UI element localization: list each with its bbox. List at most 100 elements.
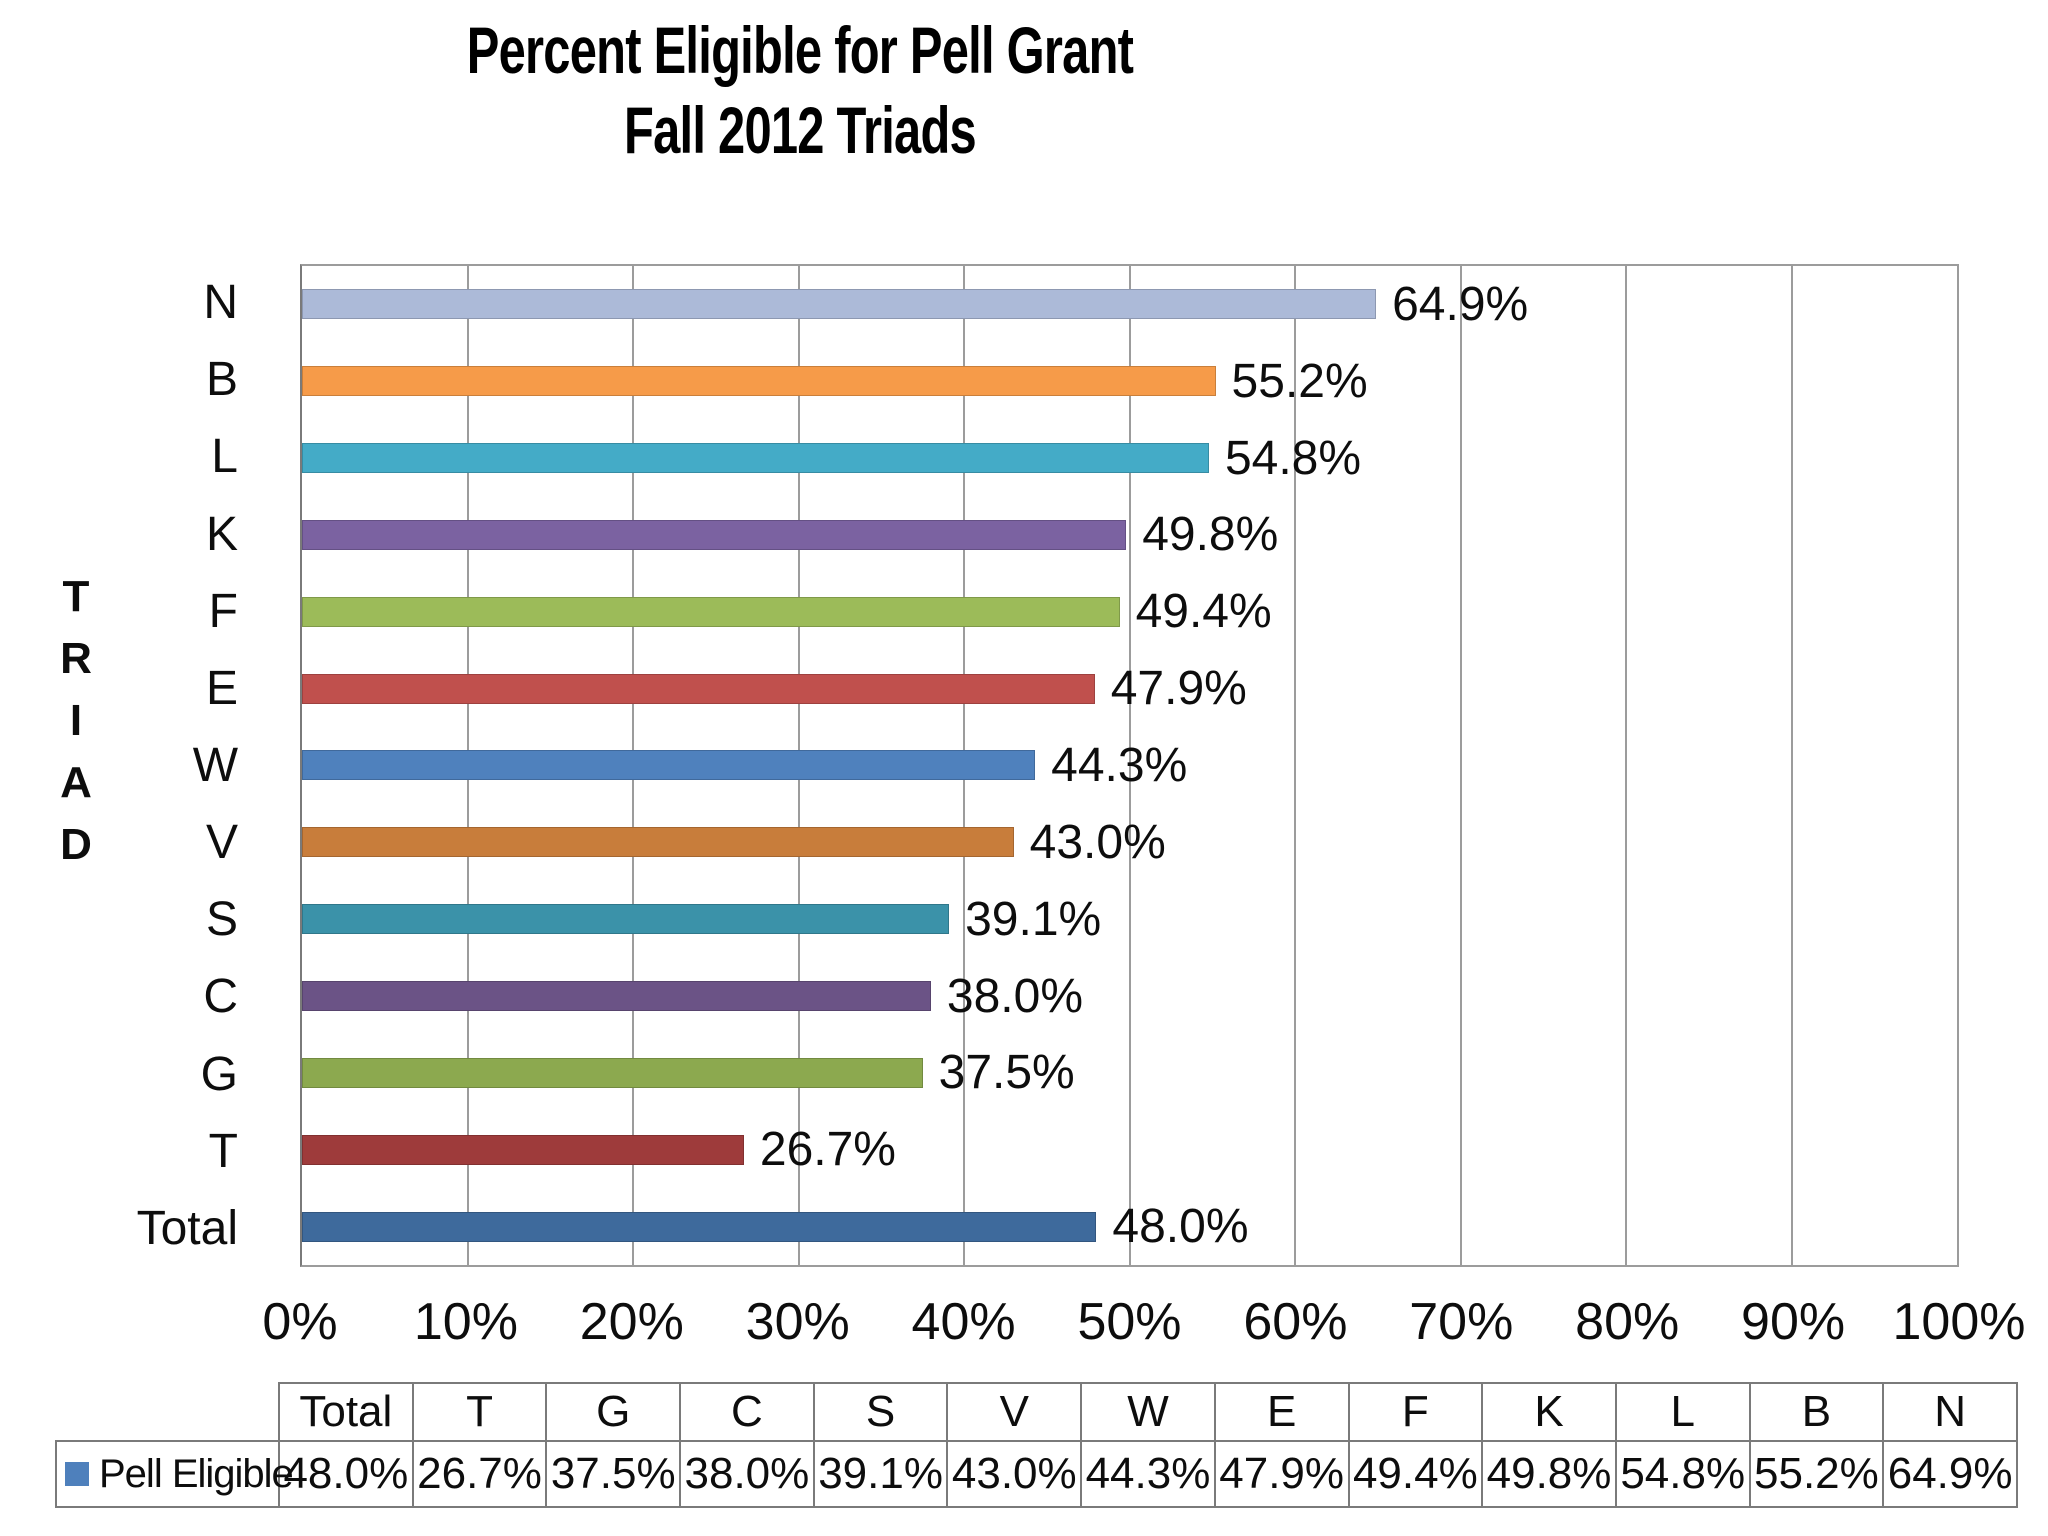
table-value-k: 49.8%	[1481, 1440, 1617, 1508]
category-label-l: L	[211, 430, 238, 484]
bar-t	[302, 1134, 744, 1165]
bar-value-label: 48.0%	[1112, 1200, 1249, 1254]
category-axis-labels: N B L K F E W V S C G T Total	[0, 264, 272, 1267]
legend-series-label: Pell Eligible	[99, 1451, 294, 1496]
bar-n	[302, 289, 1377, 320]
table-header-w: W	[1080, 1382, 1216, 1442]
category-label-b: B	[205, 353, 238, 407]
category-label-total: Total	[136, 1201, 238, 1255]
bar-v	[302, 827, 1014, 858]
table-header-n: N	[1882, 1382, 2018, 1442]
table-value-s: 39.1%	[812, 1440, 949, 1508]
table-corner-spacer	[56, 1383, 279, 1441]
y-axis-title-letter: A	[60, 758, 92, 807]
bar-row-t: 26.7%	[302, 1111, 1957, 1188]
y-axis-title-letter: I	[69, 696, 83, 745]
bar-k	[302, 519, 1127, 550]
category-label-f: F	[208, 584, 238, 638]
table-value-g: 37.5%	[545, 1440, 682, 1508]
category-label-c: C	[203, 970, 238, 1024]
bar-rows: 64.9% 55.2% 54.8% 49.8% 49.4% 47.9% 44.3% 43.0%…	[302, 266, 1957, 1265]
bar-row-l: 54.8%	[302, 420, 1957, 497]
bar-s	[302, 904, 950, 935]
bar-value-label: 47.9%	[1110, 662, 1247, 716]
bar-row-k: 49.8%	[302, 497, 1957, 574]
legend-cell: Pell Eligible	[55, 1440, 294, 1508]
category-label-g: G	[200, 1047, 238, 1101]
table-header-b: B	[1748, 1382, 1885, 1442]
y-axis-title-letter: T	[62, 572, 90, 621]
x-tick-10: 10%	[413, 1293, 518, 1351]
table-value-w: 44.3%	[1080, 1440, 1216, 1508]
bar-row-total: 48.0%	[302, 1188, 1957, 1265]
gridline-80	[1625, 266, 1627, 1265]
bar-value-label: 26.7%	[759, 1123, 896, 1177]
x-tick-60: 60%	[1243, 1293, 1348, 1351]
table-header-g: G	[545, 1382, 682, 1442]
y-axis-title-letter: D	[60, 820, 92, 869]
table-value-n: 64.9%	[1882, 1440, 2018, 1508]
table-header-total: Total	[278, 1382, 414, 1442]
table-header-v: V	[946, 1382, 1083, 1442]
y-axis-title-letter: R	[60, 634, 92, 683]
bar-value-label: 49.4%	[1135, 585, 1272, 639]
table-value-t: 26.7%	[411, 1440, 548, 1508]
bar-row-w: 44.3%	[302, 727, 1957, 804]
table-value-row: Pell Eligible 48.0% 26.7% 37.5% 38.0% 39.1% 4…	[55, 1440, 2018, 1508]
x-tick-100: 100%	[1892, 1293, 2026, 1351]
bar-f	[302, 596, 1120, 627]
table-header-k: K	[1481, 1382, 1617, 1442]
bar-row-n: 64.9%	[302, 266, 1957, 343]
bar-row-f: 49.4%	[302, 573, 1957, 650]
bar-row-g: 37.5%	[302, 1034, 1957, 1111]
x-tick-30: 30%	[745, 1293, 850, 1351]
bar-g	[302, 1057, 923, 1088]
bar-row-s: 39.1%	[302, 881, 1957, 958]
bar-value-label: 39.1%	[965, 892, 1102, 946]
bar-total	[302, 1211, 1097, 1242]
plot-area: 64.9% 55.2% 54.8% 49.8% 49.4% 47.9% 44.3% 43.0%…	[300, 264, 1959, 1267]
data-table: Total T G C S V W E F K L B N Pell Eligible 48.0% 26.…	[55, 1382, 2018, 1508]
bar-value-label: 37.5%	[938, 1046, 1075, 1100]
table-value-v: 43.0%	[946, 1440, 1083, 1508]
x-tick-40: 40%	[911, 1293, 1016, 1351]
bar-value-label: 43.0%	[1029, 815, 1166, 869]
table-value-total: 48.0%	[278, 1440, 414, 1508]
category-label-e: E	[205, 661, 238, 715]
bar-value-label: 38.0%	[946, 969, 1083, 1023]
bar-l	[302, 443, 1209, 474]
chart-title-line1: Percent Eligible for Pell Grant	[466, 13, 1134, 87]
bar-value-label: 49.8%	[1142, 508, 1279, 562]
table-header-l: L	[1614, 1382, 1751, 1442]
x-tick-80: 80%	[1575, 1293, 1680, 1351]
table-header-c: C	[679, 1382, 815, 1442]
gridline-70	[1459, 266, 1462, 1265]
x-tick-20: 20%	[579, 1293, 684, 1351]
x-tick-50: 50%	[1077, 1293, 1182, 1351]
category-label-t: T	[208, 1124, 238, 1178]
table-value-c: 38.0%	[679, 1440, 815, 1508]
chart-title: Percent Eligible for Pell Grant Fall 201…	[208, 10, 1392, 170]
x-tick-70: 70%	[1409, 1293, 1514, 1351]
legend-marker-icon	[65, 1462, 89, 1486]
gridline-60	[1294, 266, 1296, 1265]
gridline-90	[1790, 266, 1793, 1265]
x-tick-0: 0%	[262, 1293, 338, 1351]
category-label-w: W	[192, 739, 238, 793]
bar-value-label: 44.3%	[1051, 738, 1188, 792]
gridline-50	[1128, 266, 1131, 1265]
category-label-k: K	[205, 507, 238, 561]
bar-b	[302, 366, 1216, 397]
bar-value-label: 64.9%	[1392, 277, 1529, 331]
bar-value-label: 54.8%	[1224, 431, 1362, 485]
table-header-t: T	[411, 1382, 548, 1442]
table-header-e: E	[1213, 1382, 1350, 1442]
category-label-v: V	[205, 816, 238, 870]
x-axis-tick-labels: 0% 10% 20% 30% 40% 50% 60% 70% 80% 90% 100%	[262, 1292, 2025, 1356]
table-header-row: Total T G C S V W E F K L B N	[56, 1382, 2018, 1442]
table-value-b: 55.2%	[1748, 1440, 1885, 1508]
bar-value-label: 55.2%	[1231, 354, 1368, 408]
bar-row-c: 38.0%	[302, 958, 1957, 1035]
